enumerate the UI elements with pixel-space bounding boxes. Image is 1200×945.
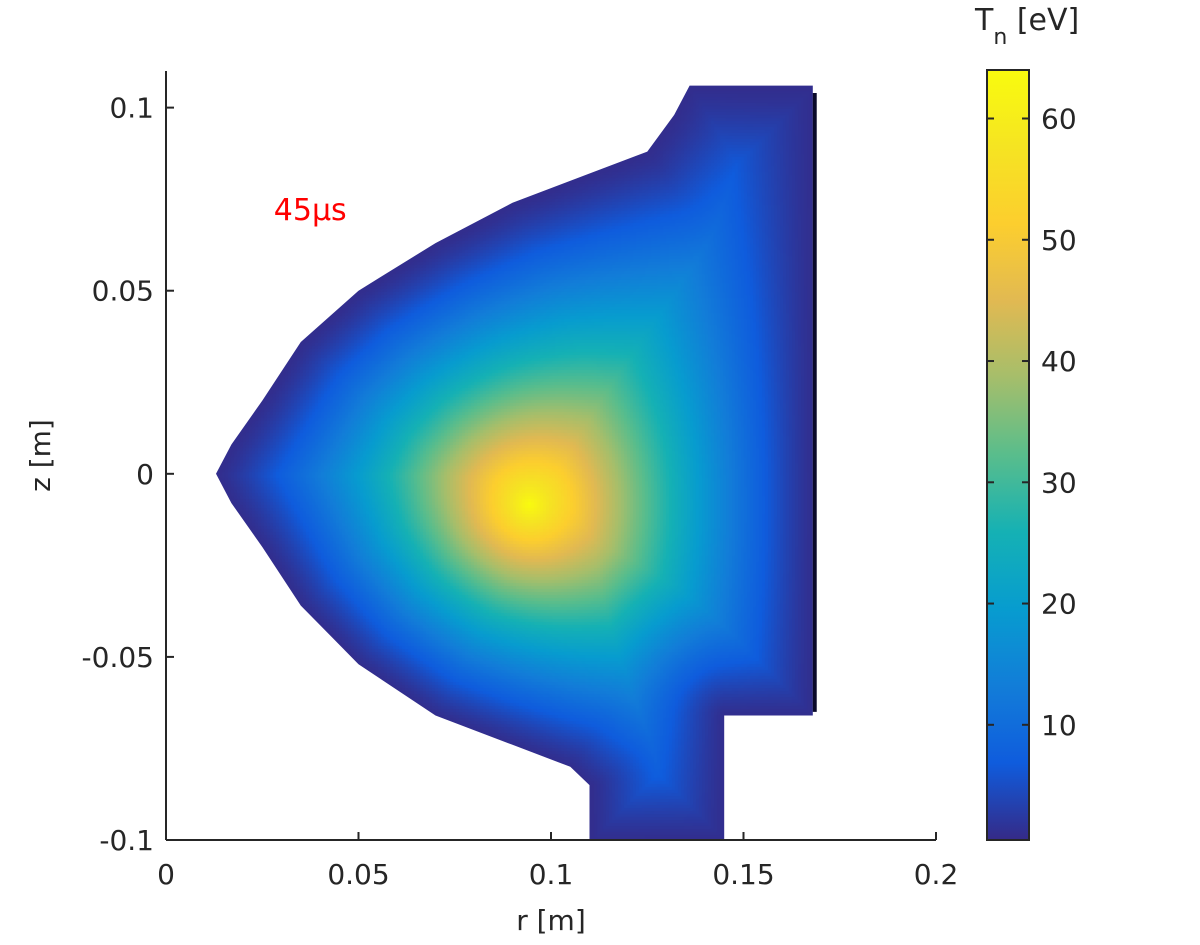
y-axis-label: z [m] <box>24 419 57 492</box>
y-tick-label: -0.1 <box>99 824 154 857</box>
x-ticks: 0 0.05 0.1 0.15 0.2 <box>157 832 958 891</box>
axes: 0 0.05 0.1 0.15 0.2 -0.1 -0.05 0 0.05 0.1 <box>82 71 958 891</box>
x-tick-label: 0.1 <box>529 858 574 891</box>
colorbar-tick-label: 20 <box>1041 588 1077 621</box>
colorbar-tick-label: 50 <box>1041 224 1077 257</box>
colorbar-tick-label: 40 <box>1041 345 1077 378</box>
time-annotation: 45μs <box>274 193 347 228</box>
colorbar-tick-label: 60 <box>1041 103 1077 136</box>
colorbar-title-unit: [eV] <box>1007 3 1079 38</box>
x-tick-label: 0.2 <box>914 858 959 891</box>
x-tick-label: 0.15 <box>712 858 774 891</box>
y-tick-label: 0.05 <box>92 275 154 308</box>
colorbar-title-main: T <box>974 3 994 38</box>
y-tick-label: 0.1 <box>109 92 154 125</box>
colorbar-title: Tn [eV] <box>974 3 1079 50</box>
x-tick-label: 0.05 <box>327 858 389 891</box>
colorbar-tick-label: 30 <box>1041 466 1077 499</box>
x-axis-label: r [m] <box>516 904 586 937</box>
colorbar-gradient <box>986 69 1030 841</box>
x-tick-label: 0 <box>157 858 175 891</box>
y-tick-label: 0 <box>136 458 154 491</box>
colorbar-title-sub: n <box>993 25 1007 50</box>
y-tick-label: -0.05 <box>82 641 154 674</box>
colorbar-tick-label: 10 <box>1041 709 1077 742</box>
colorbar: 10 20 30 40 50 60 Tn [eV] <box>974 3 1079 841</box>
y-ticks: -0.1 -0.05 0 0.05 0.1 <box>82 92 174 857</box>
colorbar-ticks: 10 20 30 40 50 60 <box>987 103 1077 742</box>
